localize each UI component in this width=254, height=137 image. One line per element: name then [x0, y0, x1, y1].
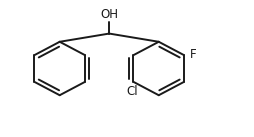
Text: OH: OH: [100, 8, 118, 21]
Text: Cl: Cl: [126, 85, 138, 98]
Text: F: F: [190, 48, 196, 61]
